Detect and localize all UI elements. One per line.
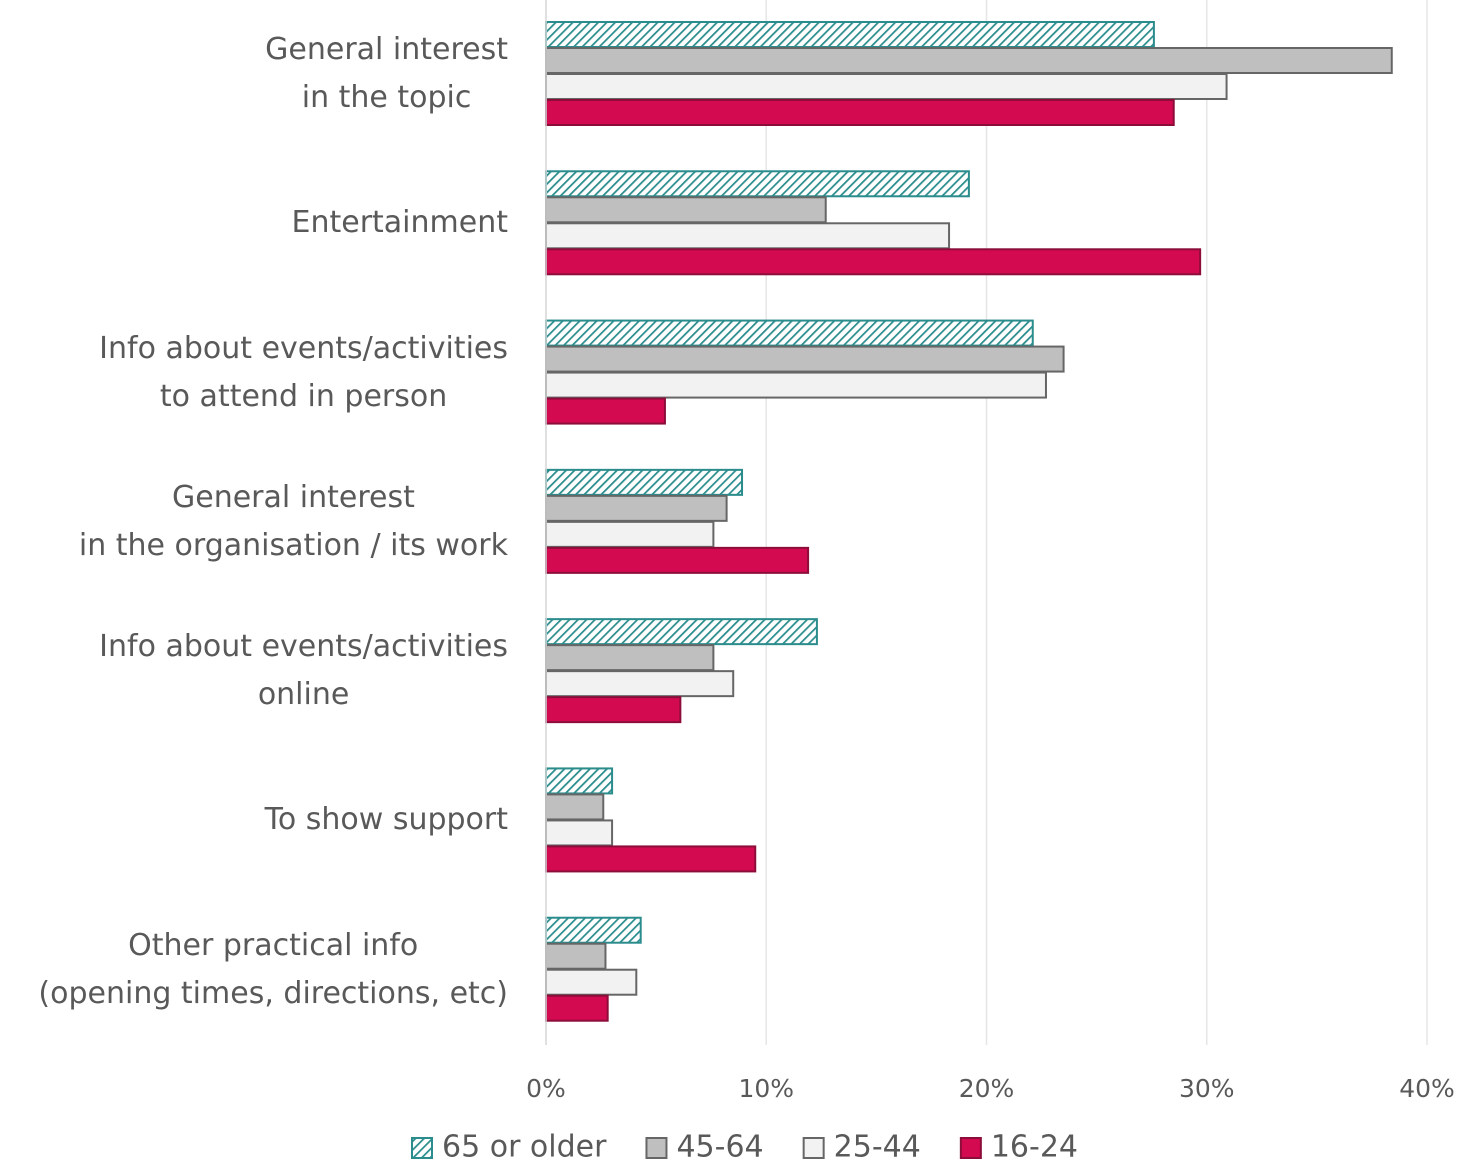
category-label: Info about events/activities to attend i… <box>99 330 508 414</box>
bar <box>545 520 715 548</box>
x-tick-label: 30% <box>1179 1074 1235 1103</box>
category-label: Info about events/activities online <box>99 629 508 713</box>
bar <box>545 248 1202 276</box>
bar <box>545 494 728 522</box>
bar <box>545 644 715 672</box>
bar <box>545 793 605 821</box>
bar <box>545 845 757 873</box>
bar <box>545 397 666 425</box>
legend-swatch <box>959 1137 982 1159</box>
bar <box>545 618 818 646</box>
bar <box>545 222 951 250</box>
bar <box>545 371 1047 399</box>
category-label: Entertainment <box>291 205 508 241</box>
category-label: General interest in the topic <box>265 32 508 115</box>
bar <box>545 170 970 198</box>
bar <box>545 819 614 847</box>
legend-label: 25-44 <box>834 1130 921 1165</box>
bar <box>545 994 609 1022</box>
bar <box>545 696 682 724</box>
x-tick-label: 10% <box>738 1074 794 1103</box>
bar <box>545 196 827 224</box>
bar <box>545 73 1228 100</box>
bar <box>545 319 1034 347</box>
bar <box>545 345 1065 373</box>
x-tick-label: 20% <box>959 1074 1015 1103</box>
bar <box>545 968 638 996</box>
legend-label: 45-64 <box>676 1130 763 1165</box>
bar <box>545 47 1393 74</box>
category-label: General interest in the organisation / i… <box>78 479 508 563</box>
bar <box>545 99 1175 126</box>
bar <box>545 21 1155 48</box>
category-label: Other practical info (opening times, dir… <box>38 927 508 1011</box>
legend-swatch <box>802 1137 825 1159</box>
bar <box>545 670 735 698</box>
bar <box>545 767 614 795</box>
bar <box>545 916 642 944</box>
legend-label: 65 or older <box>442 1130 607 1165</box>
legend-swatch <box>411 1137 433 1159</box>
legend-label: 16-24 <box>991 1130 1078 1165</box>
bar <box>545 942 607 970</box>
bar <box>545 546 810 574</box>
category-label: To show support <box>264 802 508 838</box>
legend-swatch <box>645 1137 668 1159</box>
x-tick-label: 0% <box>526 1074 566 1103</box>
x-tick-label: 40% <box>1399 1074 1455 1103</box>
bar <box>545 468 744 496</box>
